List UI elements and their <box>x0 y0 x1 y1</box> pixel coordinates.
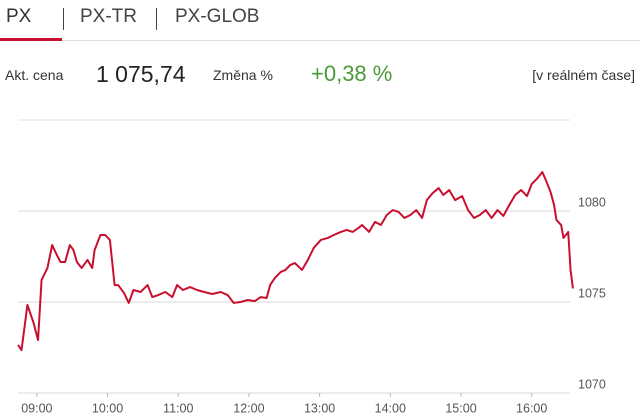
tab[interactable]: PX-GLOB <box>175 6 260 27</box>
price: 1 075,74 <box>96 61 186 87</box>
x-tick-label: 15:00 <box>445 401 476 415</box>
realtime-note: [v reálném čase] <box>532 67 635 83</box>
tab-separator <box>156 8 157 30</box>
y-tick-label: 1075 <box>578 286 606 300</box>
x-tick-label: 11:00 <box>163 401 193 415</box>
y-tick-label: 1070 <box>578 377 606 391</box>
x-tick-label: 10:00 <box>92 401 123 415</box>
price-line <box>17 171 574 352</box>
tab[interactable]: PX <box>6 6 32 27</box>
x-tick-label: 13:00 <box>304 401 335 415</box>
x-tick-label: 09:00 <box>21 401 52 415</box>
tab[interactable]: PX-TR <box>80 6 137 27</box>
price-label: Akt. cena <box>5 67 64 83</box>
tab-separator <box>63 8 64 30</box>
tab-rule <box>0 40 640 41</box>
y-tick-label: 1080 <box>578 195 606 209</box>
change-label: Změna % <box>213 67 273 83</box>
x-tick-label: 14:00 <box>375 401 406 415</box>
x-tick-label: 12:00 <box>233 401 264 415</box>
x-tick-label: 16:00 <box>516 401 547 415</box>
change: +0,38 % <box>311 61 393 86</box>
active-tab-indicator <box>0 38 62 41</box>
